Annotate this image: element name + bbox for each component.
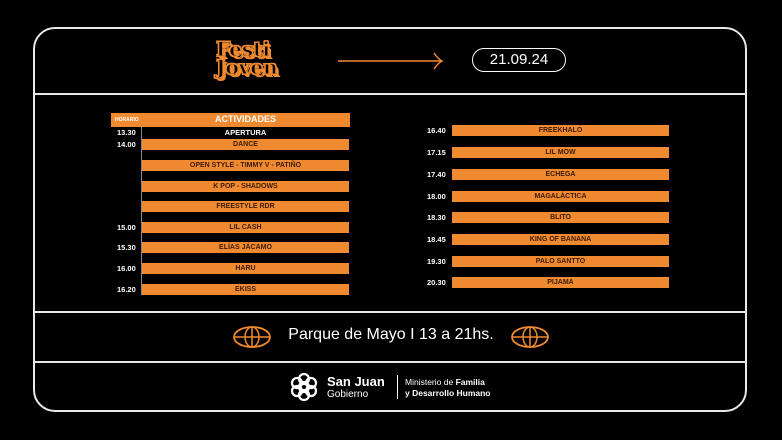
venue-text: Parque de Mayo I 13 a 21hs. bbox=[288, 326, 494, 343]
slot-time: 16.00 bbox=[117, 264, 136, 273]
slot-activity: LIL MOW bbox=[452, 147, 669, 158]
slot-activity: ELÍAS JÁCAMO bbox=[142, 242, 349, 253]
festi-joven-logo: Festi Joven bbox=[216, 37, 279, 79]
divider bbox=[33, 361, 747, 363]
ministry-line-1: Ministerio de Familia bbox=[405, 377, 485, 387]
slot-activity: HARU bbox=[142, 263, 349, 274]
slot-activity: ECHEGA bbox=[452, 169, 669, 180]
slot-time: 14.00 bbox=[117, 140, 136, 149]
slot-activity: PALO SANTTO bbox=[452, 256, 669, 267]
globe-icon bbox=[233, 326, 271, 348]
opening-label: APERTURA bbox=[224, 128, 267, 137]
col-activity-header: ACTIVIDADES bbox=[214, 114, 276, 124]
separator bbox=[397, 375, 398, 399]
slot-activity: PIJAMA bbox=[452, 277, 669, 288]
divider bbox=[33, 311, 747, 313]
slot-time: 16.20 bbox=[117, 285, 136, 294]
slot-time: 15.30 bbox=[117, 243, 136, 252]
slot-activity: LIL CASH bbox=[142, 222, 349, 233]
slot-time: 15.00 bbox=[117, 223, 136, 232]
globe-icon bbox=[511, 326, 549, 348]
time-divider bbox=[141, 127, 142, 295]
slot-activity: EKISS bbox=[142, 284, 349, 295]
divider bbox=[33, 93, 747, 95]
schedule-header: HORARIO ACTIVIDADES bbox=[111, 113, 350, 127]
logo-line-1: Festi bbox=[216, 37, 271, 61]
slot-activity: MAGALÁCTICA bbox=[452, 191, 669, 202]
slot-time: 18.45 bbox=[427, 235, 446, 244]
ministry-line-2: y Desarrollo Humano bbox=[405, 388, 491, 398]
slot-time: 16.40 bbox=[427, 126, 446, 135]
slot-time: 18.00 bbox=[427, 192, 446, 201]
slot-activity: KING OF BANANA bbox=[452, 234, 669, 245]
slot-time: 20.30 bbox=[427, 278, 446, 287]
brand-sub: Gobierno bbox=[327, 389, 369, 400]
slot-activity: FREESTYLE RDR bbox=[142, 201, 349, 212]
event-date: 21.09.24 bbox=[472, 48, 566, 72]
slot-time: 17.15 bbox=[427, 148, 446, 157]
logo-line-2: Joven bbox=[216, 55, 279, 79]
slot-activity: FREEKHALO bbox=[452, 125, 669, 136]
col-time-header: HORARIO bbox=[115, 117, 139, 123]
slot-time: 18.30 bbox=[427, 213, 446, 222]
poster-frame bbox=[33, 27, 747, 412]
slot-activity: K POP - SHADOWS bbox=[142, 181, 349, 192]
slot-time: 19.30 bbox=[427, 257, 446, 266]
brand-name: San Juan bbox=[327, 374, 385, 389]
slot-activity: OPEN STYLE - TIMMY V - PATIÑO bbox=[142, 160, 349, 171]
slot-time: 17.40 bbox=[427, 170, 446, 179]
arrow-right-icon bbox=[338, 52, 444, 70]
opening-time: 13.30 bbox=[117, 128, 136, 137]
san-juan-emblem-icon bbox=[290, 373, 318, 401]
slot-activity: BLITO bbox=[452, 212, 669, 223]
slot-activity: DANCE bbox=[142, 139, 349, 150]
